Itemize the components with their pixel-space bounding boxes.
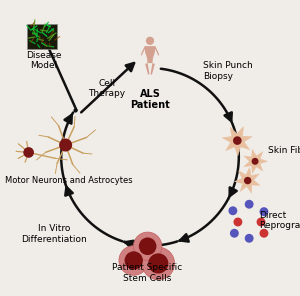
Circle shape bbox=[228, 206, 237, 215]
FancyBboxPatch shape bbox=[27, 24, 57, 49]
Circle shape bbox=[260, 229, 268, 238]
Circle shape bbox=[139, 237, 156, 255]
Circle shape bbox=[124, 251, 143, 270]
Circle shape bbox=[245, 200, 254, 209]
Polygon shape bbox=[234, 168, 260, 193]
Polygon shape bbox=[244, 149, 268, 173]
Circle shape bbox=[134, 232, 162, 260]
Circle shape bbox=[146, 37, 154, 45]
Polygon shape bbox=[145, 63, 149, 75]
Circle shape bbox=[230, 229, 239, 238]
Text: Cell
Therapy: Cell Therapy bbox=[88, 79, 126, 99]
Polygon shape bbox=[145, 46, 155, 63]
Circle shape bbox=[23, 147, 34, 158]
Circle shape bbox=[260, 207, 268, 216]
Circle shape bbox=[119, 246, 148, 275]
Circle shape bbox=[142, 247, 175, 280]
Text: In Vitro
Differentiation: In Vitro Differentiation bbox=[21, 224, 87, 244]
Circle shape bbox=[59, 139, 72, 152]
Text: Skin Punch
Biopsy: Skin Punch Biopsy bbox=[203, 61, 253, 81]
Circle shape bbox=[244, 177, 251, 184]
Circle shape bbox=[252, 158, 259, 165]
Circle shape bbox=[233, 218, 242, 226]
Text: ALS
Patient: ALS Patient bbox=[130, 89, 170, 110]
Text: Skin Fibroblasts: Skin Fibroblasts bbox=[268, 147, 300, 155]
Polygon shape bbox=[151, 63, 155, 75]
Circle shape bbox=[233, 136, 242, 145]
Text: Disease
Model: Disease Model bbox=[26, 51, 61, 70]
Circle shape bbox=[245, 234, 254, 243]
Text: Direct
Reprogramming: Direct Reprogramming bbox=[260, 211, 300, 230]
Circle shape bbox=[256, 218, 266, 226]
Circle shape bbox=[148, 253, 168, 274]
Text: Patient Specific
Stem Cells: Patient Specific Stem Cells bbox=[112, 263, 182, 283]
Polygon shape bbox=[222, 126, 252, 156]
Polygon shape bbox=[155, 46, 159, 56]
Text: Motor Neurons and Astrocytes: Motor Neurons and Astrocytes bbox=[5, 176, 133, 185]
Polygon shape bbox=[141, 46, 145, 56]
